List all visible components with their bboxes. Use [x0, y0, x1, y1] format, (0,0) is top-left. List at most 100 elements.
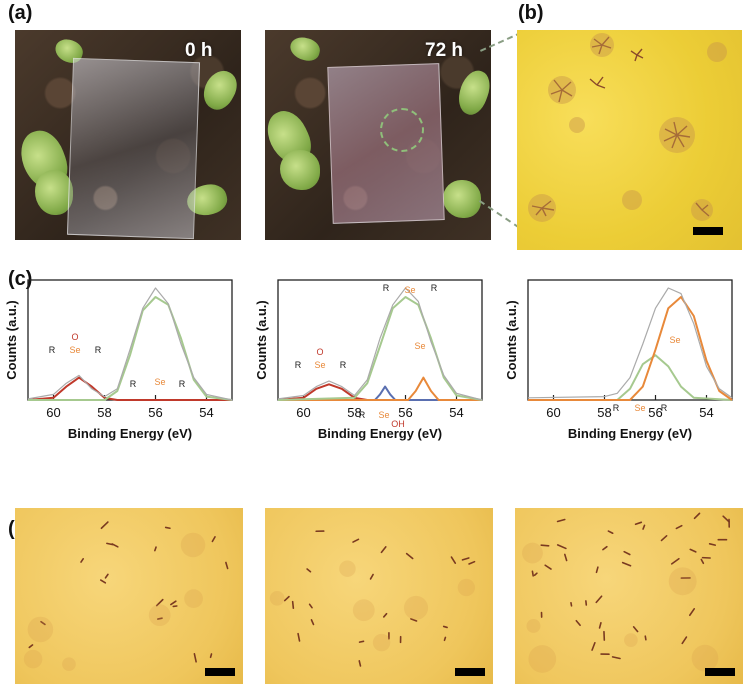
- xps-chart-2: 60 58 56 54 Binding Energy (eV) Counts (a.u.)…: [254, 279, 483, 441]
- y-axis-label: Counts (a.u.): [254, 300, 269, 379]
- x-tick-label: 58: [347, 405, 361, 420]
- particle: [170, 600, 177, 606]
- particle: [382, 612, 388, 618]
- seedling-leaf: [443, 180, 481, 218]
- stain: [269, 590, 285, 606]
- stain: [691, 644, 719, 672]
- particle: [544, 564, 552, 570]
- series-line: [28, 296, 233, 401]
- structure-annotation: Se: [669, 335, 680, 345]
- x-tick-label: 58: [97, 405, 111, 420]
- particle: [621, 561, 632, 567]
- particle: [598, 621, 602, 629]
- stain: [457, 578, 475, 597]
- structure-annotation: R: [340, 360, 347, 370]
- particle: [297, 632, 301, 642]
- structure-annotation: O: [316, 347, 323, 357]
- particle: [154, 546, 157, 552]
- particle: [632, 626, 639, 633]
- structure-annotation: Se: [314, 360, 325, 370]
- seedling-leaf: [197, 65, 241, 115]
- scale-bar: [455, 668, 485, 676]
- particle: [595, 595, 603, 604]
- stain: [62, 657, 76, 671]
- particle: [693, 512, 701, 520]
- particle: [111, 543, 119, 548]
- series-line: [27, 287, 233, 401]
- panel-label-c: (c): [8, 268, 33, 290]
- xps-chart-1: 60 58 56 54 Binding Energy (eV) Counts (a.u.)…: [4, 279, 233, 441]
- particle: [155, 598, 164, 607]
- particle-field: [269, 530, 476, 667]
- series-line: [277, 296, 483, 401]
- seedling-leaf: [287, 34, 323, 64]
- structure-annotation: Se: [404, 285, 415, 295]
- x-tick-label: 56: [148, 405, 162, 420]
- y-axis-label: Counts (a.u.): [4, 300, 19, 379]
- x-axis-label: Binding Energy (eV): [318, 426, 442, 441]
- stain: [352, 599, 375, 622]
- particle: [556, 518, 566, 523]
- particle: [450, 556, 457, 564]
- particle: [358, 660, 362, 667]
- series-line: [277, 287, 483, 401]
- scale-bar: [693, 227, 723, 235]
- particle: [575, 619, 581, 627]
- structure-annotation: O: [71, 332, 78, 342]
- y-axis-label: Counts (a.u.): [504, 300, 519, 379]
- particle: [570, 601, 573, 607]
- particle: [443, 636, 447, 642]
- structure-annotation: R: [383, 283, 390, 293]
- structure-annotation: R: [95, 345, 102, 355]
- particle: [225, 561, 229, 570]
- timestamp-0h: 0 h: [185, 40, 213, 61]
- structure-annotation: Se: [154, 377, 165, 387]
- soil-photo-0h: 0 h: [15, 30, 241, 240]
- particle: [369, 573, 374, 580]
- stain: [528, 645, 557, 673]
- particle: [675, 524, 683, 530]
- particle: [100, 521, 109, 530]
- particle: [591, 641, 596, 651]
- structure-annotation: R: [661, 403, 668, 413]
- structure-annotation: Se: [414, 341, 425, 351]
- particle: [642, 524, 646, 530]
- particle: [670, 557, 680, 565]
- x-axis-label: Binding Energy (eV): [568, 426, 692, 441]
- x-tick-label: 54: [199, 405, 213, 420]
- micrograph-d2: [265, 508, 493, 684]
- particle: [623, 550, 631, 556]
- particle: [602, 545, 608, 551]
- structure-annotation: R: [295, 360, 302, 370]
- particle: [689, 548, 697, 553]
- stain: [184, 589, 203, 608]
- particle: [104, 573, 109, 579]
- particle: [193, 652, 197, 663]
- structure-annotation: R: [179, 379, 186, 389]
- stain: [624, 633, 638, 647]
- structure-annotation: R: [613, 403, 620, 413]
- series-line: [27, 376, 232, 401]
- particle: [634, 521, 643, 526]
- panel-label-a: (a): [8, 2, 33, 24]
- particle: [410, 618, 418, 622]
- particle: [722, 515, 730, 523]
- particle: [708, 542, 717, 546]
- stain: [180, 532, 206, 558]
- soil-photo-72h: 72 h: [265, 30, 491, 240]
- stain: [27, 616, 54, 643]
- particle: [688, 608, 696, 617]
- stain: [372, 633, 391, 652]
- stain: [23, 649, 43, 669]
- micrograph-d1: [15, 508, 243, 684]
- particle: [405, 552, 414, 560]
- structure-annotation: Se: [634, 403, 645, 413]
- timestamp-72h: 72 h: [425, 40, 464, 61]
- particle: [164, 526, 171, 530]
- particle: [540, 544, 550, 547]
- particle: [700, 558, 705, 565]
- seedling-leaf: [35, 170, 73, 215]
- particle: [291, 600, 295, 610]
- series-line: [528, 296, 733, 401]
- particle: [607, 530, 614, 535]
